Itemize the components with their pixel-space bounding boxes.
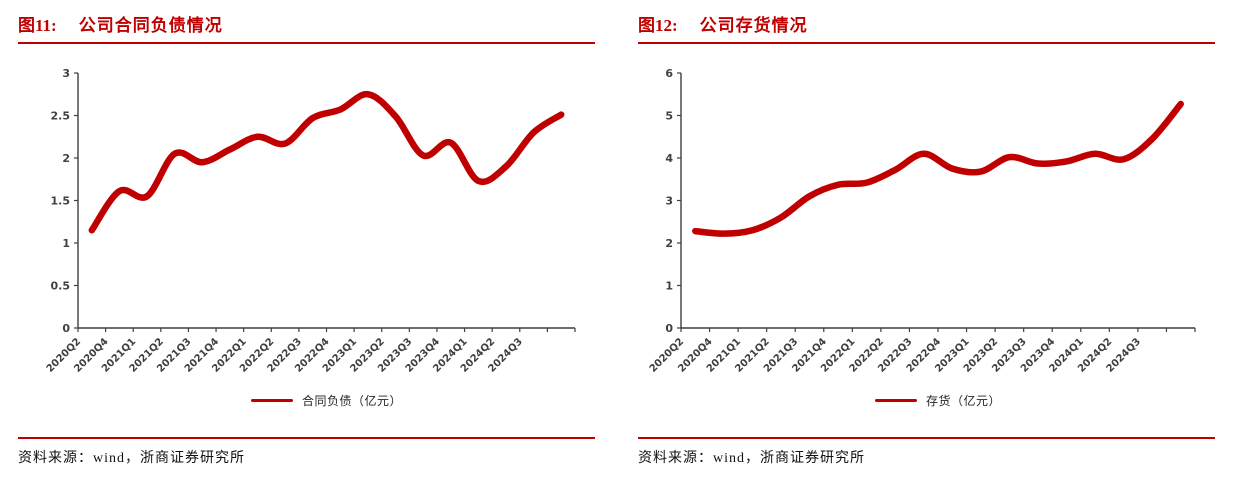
figure-title-text: 公司合同负债情况: [78, 16, 223, 35]
inventory-line-chart: 0 1 2 3 4 5 6 2020Q22020Q42021Q12021Q22021Q3202…: [648, 67, 1196, 375]
figure-panel-left: 图11: 公司合同负债情况 0 0.5 1 1.5 2 2.5 3 2020Q2 2020Q4 20…: [18, 11, 595, 466]
y-tick-label: 0: [665, 322, 673, 335]
footer-divider: [18, 437, 595, 439]
y-tick-label: 1: [62, 237, 70, 250]
x-axis-labels: 2020Q22020Q42021Q12021Q22021Q32021Q42022…: [45, 328, 576, 375]
y-tick-label: 0.5: [51, 280, 71, 293]
title-divider: [18, 42, 595, 44]
y-tick-label: 2: [62, 152, 70, 165]
legend-line-swatch: [250, 398, 293, 402]
y-tick-label: 1: [665, 280, 673, 293]
y-tick-label: 0: [62, 322, 70, 335]
source-note: 资料来源：wind，浙商证券研究所: [638, 451, 865, 466]
y-tick-label: 3: [665, 195, 673, 208]
y-tick-label: 6: [665, 67, 673, 80]
y-tick-label: 5: [665, 110, 673, 123]
figure-title: 图11: 公司合同负债情况: [18, 11, 223, 36]
y-tick-label: 2.5: [51, 110, 71, 123]
figure-title-text: 公司存货情况: [699, 16, 808, 35]
contract-liabilities-line-chart: 0 0.5 1 1.5 2 2.5 3 2020Q22020Q42021Q12021Q2202…: [45, 67, 576, 375]
y-tick-label: 2: [665, 237, 673, 250]
series-line: [88, 91, 565, 234]
figure-title: 图12: 公司存货情况: [638, 11, 808, 36]
y-axis-labels: 0 1 2 3 4 5 6: [665, 67, 681, 335]
y-tick-label: 3: [62, 67, 70, 80]
source-note: 资料来源：wind，浙商证券研究所: [18, 451, 245, 466]
y-tick-label: 1.5: [51, 195, 71, 208]
legend-label: 存货（亿元）: [925, 393, 1001, 408]
legend: 存货（亿元）: [681, 392, 1195, 408]
x-axis-labels: 2020Q22020Q42021Q12021Q22021Q32021Q42022…: [648, 328, 1196, 375]
figure-panel-right: 图12: 公司存货情况 0 1 2 3 4 5 6 2020Q2 2020Q4 2021Q1 2021…: [620, 0, 1240, 478]
title-divider: [638, 42, 1215, 44]
legend: 合同负债（亿元）: [78, 392, 575, 408]
figure-number: 图12:: [638, 16, 678, 35]
figure-number: 图11:: [18, 16, 57, 35]
y-tick-label: 4: [665, 152, 673, 165]
legend-label: 合同负债（亿元）: [301, 393, 402, 408]
footer-divider: [638, 437, 1215, 439]
series-line: [692, 100, 1184, 237]
y-axis-labels: 0 0.5 1 1.5 2 2.5 3: [51, 67, 78, 335]
legend-line-swatch: [874, 398, 917, 402]
